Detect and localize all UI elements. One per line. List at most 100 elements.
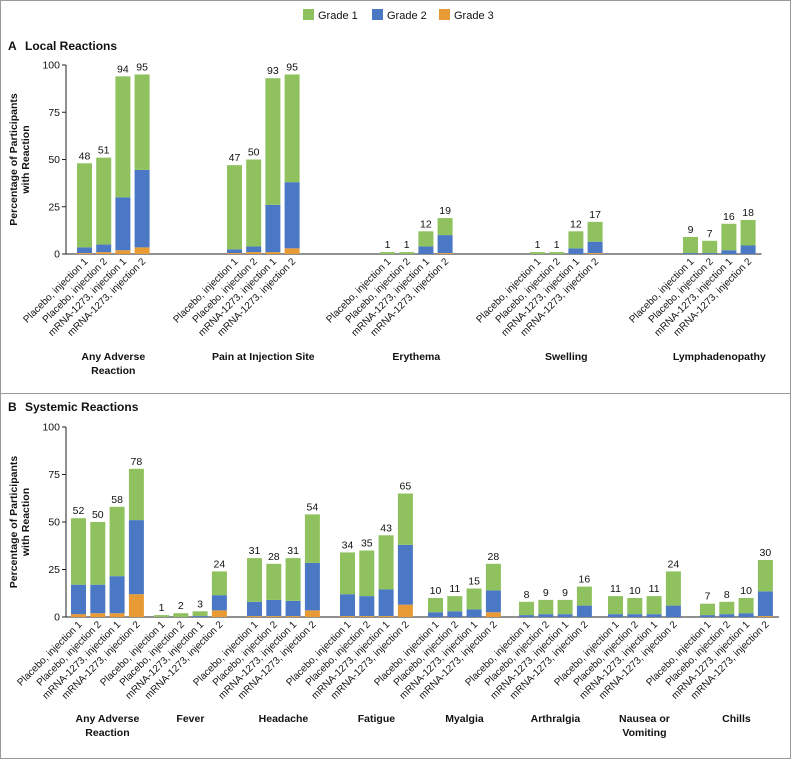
bar-grade-3-fatigue-4 — [397, 604, 413, 617]
value-label-fatigue-1: 34 — [342, 539, 354, 551]
value-label-fever-4: 24 — [214, 558, 226, 570]
bar-grade-2-nausea-or-vomiting-1 — [608, 614, 623, 617]
value-label-chills-1: 7 — [705, 591, 711, 603]
bar-grade-1-nausea-or-vomiting-3 — [646, 596, 662, 615]
group-label-lymphadenopathy: Lymphadenopathy — [673, 351, 766, 363]
bar-grade-2-pain-at-injection-site-2 — [246, 246, 262, 253]
bar-grade-2-chills-2 — [719, 614, 735, 617]
bar-grade-1-pain-at-injection-site-4 — [284, 74, 300, 183]
bar-grade-1-arthralgia-3 — [557, 599, 573, 615]
value-label-erythema-3: 12 — [420, 218, 432, 230]
bar-grade-1-headache-3 — [285, 558, 301, 601]
value-label-headache-2: 28 — [268, 551, 280, 563]
value-label-fatigue-4: 65 — [400, 481, 412, 493]
y-tick-label: 50 — [48, 154, 60, 166]
bar-grade-1-any-adverse-reaction-3 — [115, 76, 131, 198]
value-label-pain-at-injection-site-3: 93 — [267, 65, 279, 77]
y-tick-label: 100 — [42, 60, 60, 72]
bar-grade-1-chills-4 — [757, 560, 773, 592]
value-label-nausea-or-vomiting-3: 11 — [649, 583, 660, 595]
bar-grade-2-myalgia-3 — [466, 609, 482, 617]
bar-grade-1-erythema-4 — [437, 218, 453, 236]
bar-grade-2-any-adverse-reaction-1 — [71, 584, 86, 615]
bar-grade-2-fatigue-3 — [378, 589, 394, 617]
value-label-any-adverse-reaction-1: 52 — [73, 505, 85, 517]
bar-grade-1-arthralgia-4 — [576, 586, 592, 606]
bar-grade-2-fever-4 — [211, 595, 227, 611]
bar-grade-2-erythema-3 — [418, 246, 434, 254]
group-label-nausea-or-vomiting: Vomiting — [622, 727, 666, 739]
bar-grade-3-fatigue-1 — [340, 616, 355, 617]
bar-grade-2-headache-4 — [304, 562, 320, 611]
bar-grade-2-pain-at-injection-site-3 — [265, 204, 281, 253]
value-label-arthralgia-2: 9 — [543, 587, 549, 599]
bar-grade-2-nausea-or-vomiting-2 — [627, 614, 643, 617]
bar-grade-2-swelling-3 — [568, 248, 584, 254]
bar-grade-2-any-adverse-reaction-4 — [134, 169, 150, 248]
bar-grade-2-arthralgia-3 — [557, 614, 573, 617]
value-label-nausea-or-vomiting-2: 10 — [629, 585, 641, 597]
bar-grade-1-erythema-1 — [380, 252, 395, 254]
panel-title: Local Reactions — [25, 39, 117, 53]
value-label-lymphadenopathy-2: 7 — [707, 228, 713, 240]
group-label-any-adverse-reaction: Reaction — [91, 365, 135, 377]
legend-swatch-grade-1 — [303, 9, 314, 20]
value-label-fever-3: 3 — [197, 598, 203, 610]
bar-grade-1-swelling-1 — [530, 252, 545, 254]
y-tick-label: 25 — [48, 201, 60, 213]
y-axis-label: Percentage of Participants — [8, 456, 20, 589]
value-label-any-adverse-reaction-4: 78 — [131, 456, 143, 468]
bar-grade-3-headache-4 — [304, 610, 320, 617]
bar-grade-2-nausea-or-vomiting-4 — [665, 605, 681, 617]
bar-grade-3-myalgia-4 — [485, 612, 501, 617]
bar-grade-1-any-adverse-reaction-2 — [90, 522, 106, 585]
bar-grade-2-arthralgia-2 — [538, 614, 554, 617]
bar-grade-3-any-adverse-reaction-2 — [90, 613, 106, 617]
bar-grade-1-nausea-or-vomiting-2 — [627, 598, 643, 615]
bar-grade-1-nausea-or-vomiting-1 — [608, 596, 623, 615]
value-label-swelling-1: 1 — [535, 239, 541, 251]
bar-grade-1-headache-1 — [247, 558, 262, 602]
bar-grade-3-headache-3 — [285, 616, 301, 617]
bar-grade-2-any-adverse-reaction-4 — [128, 520, 144, 595]
y-tick-label: 75 — [48, 107, 60, 119]
group-label-chills: Chills — [722, 713, 751, 725]
bar-grade-2-lymphadenopathy-1 — [683, 253, 698, 254]
value-label-arthralgia-4: 16 — [579, 574, 591, 586]
bar-grade-2-swelling-4 — [587, 241, 603, 254]
value-label-headache-3: 31 — [287, 545, 299, 557]
bar-grade-3-headache-1 — [247, 616, 262, 617]
bar-grade-1-fever-4 — [211, 571, 227, 596]
group-label-any-adverse-reaction: Any Adverse — [81, 351, 145, 363]
legend-label-grade-2: Grade 2 — [387, 10, 427, 22]
bar-grade-2-myalgia-4 — [485, 590, 501, 613]
value-label-fatigue-2: 35 — [361, 538, 373, 550]
value-label-erythema-2: 1 — [404, 239, 410, 251]
bar-grade-1-any-adverse-reaction-1 — [71, 518, 86, 585]
value-label-any-adverse-reaction-3: 58 — [111, 494, 123, 506]
bar-grade-1-any-adverse-reaction-4 — [134, 74, 150, 170]
value-label-erythema-4: 19 — [439, 205, 451, 217]
bar-grade-2-headache-2 — [266, 599, 282, 617]
bar-grade-1-chills-3 — [738, 598, 754, 614]
y-tick-label: 0 — [54, 612, 60, 624]
bar-grade-3-fever-4 — [211, 610, 227, 617]
bar-grade-2-any-adverse-reaction-3 — [115, 197, 131, 251]
bar-grade-1-fatigue-3 — [378, 535, 394, 590]
bar-grade-1-fatigue-1 — [340, 552, 355, 595]
bar-grade-3-any-adverse-reaction-4 — [128, 594, 144, 617]
value-label-fever-1: 1 — [159, 602, 165, 614]
bar-grade-1-any-adverse-reaction-4 — [128, 468, 144, 521]
y-axis-label: Percentage of Participants — [8, 93, 20, 226]
bar-grade-2-fatigue-1 — [340, 594, 355, 617]
bar-grade-2-myalgia-2 — [447, 611, 463, 617]
bar-grade-1-fatigue-4 — [397, 493, 413, 545]
bar-grade-1-pain-at-injection-site-2 — [246, 159, 262, 247]
bar-grade-1-fever-2 — [173, 613, 189, 617]
group-label-myalgia: Myalgia — [445, 713, 484, 725]
bar-grade-1-chills-2 — [719, 601, 735, 615]
value-label-pain-at-injection-site-1: 47 — [229, 152, 241, 164]
panel-title: Systemic Reactions — [25, 400, 139, 414]
bar-grade-1-fever-1 — [154, 615, 169, 617]
